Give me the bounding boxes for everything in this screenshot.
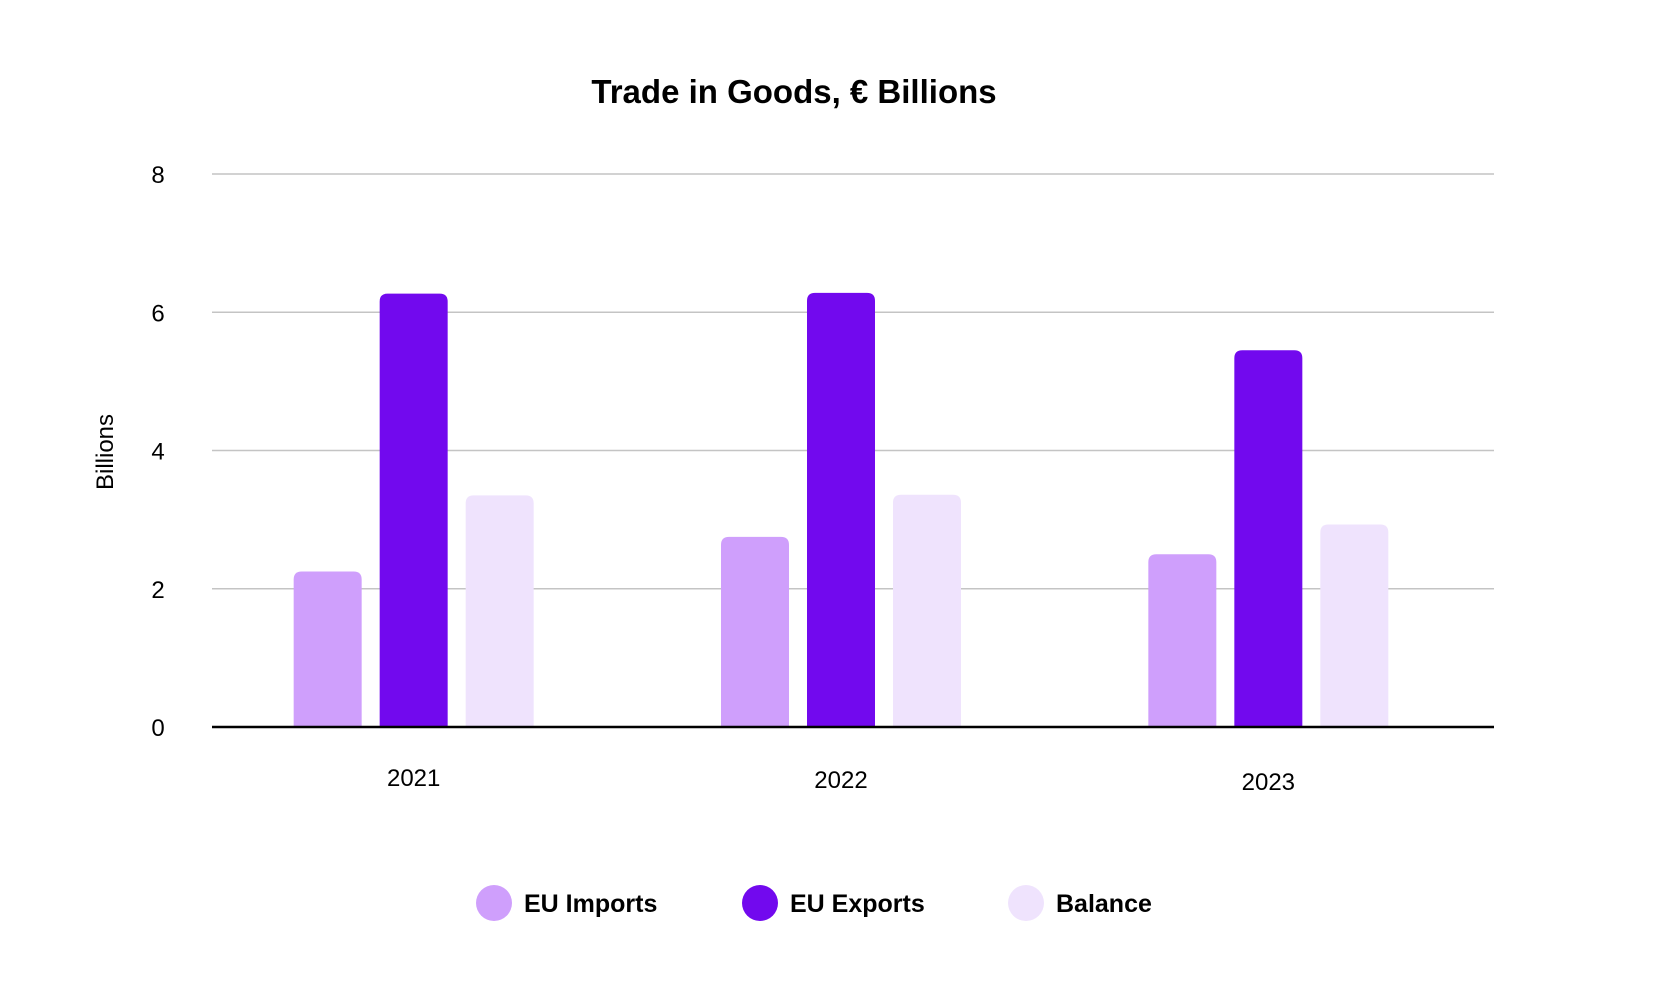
y-tick-label-2: 2 bbox=[151, 577, 164, 604]
x-tick-label-2023: 2023 bbox=[1242, 769, 1295, 796]
chart-title: Trade in Goods, € Billions bbox=[591, 73, 996, 110]
bar-balance-2021 bbox=[465, 495, 534, 727]
legend-swatch-eu-imports bbox=[476, 885, 512, 921]
bars bbox=[293, 292, 1389, 727]
y-tick-label-8: 8 bbox=[151, 162, 164, 189]
bar-balance-2023 bbox=[1320, 524, 1389, 727]
x-tick-label-2022: 2022 bbox=[814, 767, 867, 794]
y-tick-label-0: 0 bbox=[151, 715, 164, 742]
legend-swatch-eu-exports bbox=[742, 885, 778, 921]
bar-eu-exports-2023 bbox=[1234, 350, 1303, 727]
bar-eu-imports-2021 bbox=[293, 571, 362, 727]
legend-label-eu-exports: EU Exports bbox=[790, 890, 925, 918]
bar-eu-exports-2021 bbox=[379, 293, 448, 727]
legend: EU Imports EU Exports Balance bbox=[476, 885, 1152, 921]
legend-label-balance: Balance bbox=[1056, 890, 1152, 918]
y-axis-label: Billions bbox=[92, 414, 119, 490]
legend-label-eu-imports: EU Imports bbox=[524, 890, 657, 918]
bar-eu-exports-2022 bbox=[807, 292, 875, 727]
legend-swatch-balance bbox=[1008, 885, 1044, 921]
bar-eu-imports-2023 bbox=[1148, 554, 1217, 727]
y-axis-ticks: 0 2 4 6 8 bbox=[151, 162, 164, 742]
bar-eu-imports-2022 bbox=[721, 536, 789, 727]
bar-balance-2022 bbox=[893, 494, 961, 727]
x-axis-ticks: 2021 2022 2023 bbox=[387, 765, 1295, 796]
x-tick-label-2021: 2021 bbox=[387, 765, 440, 792]
y-tick-label-4: 4 bbox=[151, 439, 164, 466]
y-tick-label-6: 6 bbox=[151, 300, 164, 327]
